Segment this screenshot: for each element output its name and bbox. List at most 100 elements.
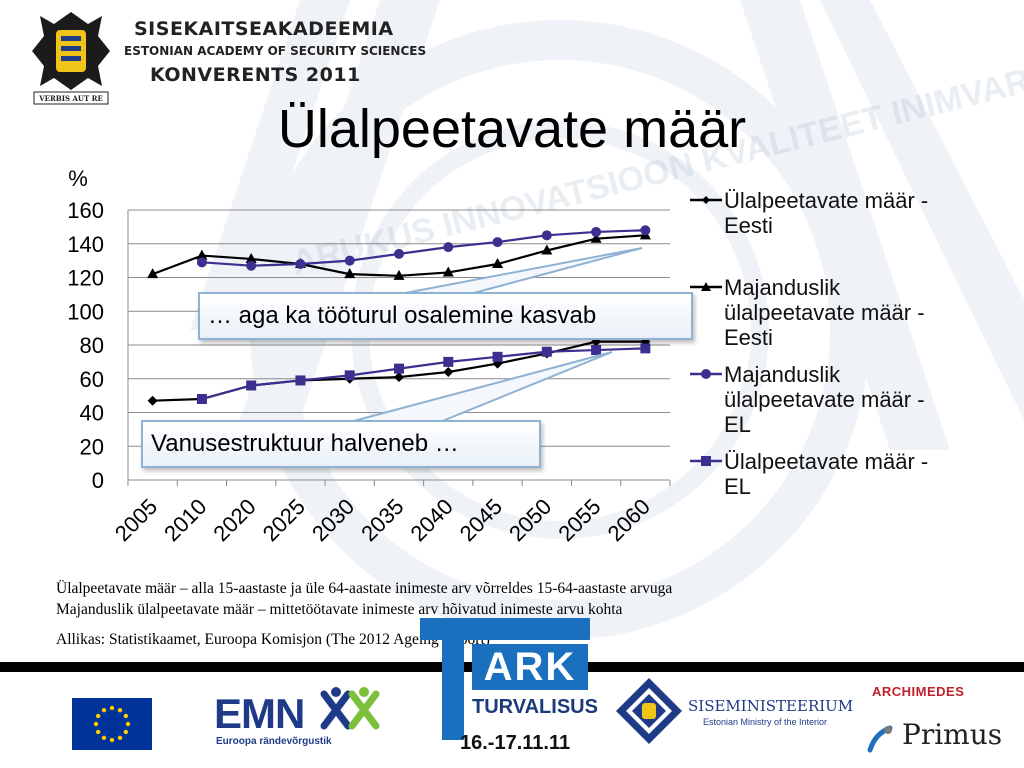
- data-point-square: [246, 380, 257, 391]
- x-tick-label: 2060: [603, 494, 655, 546]
- data-point-square: [196, 394, 207, 404]
- emn-figures-icon: [320, 687, 380, 730]
- legend-triangle-marker: [690, 282, 722, 291]
- data-point-diamond: [147, 395, 158, 406]
- y-tick-label: 60: [80, 367, 104, 392]
- eu-star: [125, 721, 131, 727]
- data-point-square: [640, 343, 651, 354]
- data-point-circle: [492, 237, 503, 248]
- y-tick-label: 80: [80, 333, 104, 358]
- eu-star: [123, 729, 129, 735]
- conference-dates: 16.-17.11.11: [460, 732, 571, 754]
- slide-title: Ülalpeetavate määr: [277, 99, 747, 159]
- legend-label: Majanduslik ülalpeetavate määr - Eesti: [724, 275, 925, 350]
- x-tick-label: 2030: [307, 494, 359, 546]
- legend-label: Majanduslik ülalpeetavate määr - EL: [724, 362, 925, 437]
- callout-age-structure: Vanusestruktuur halveneb …: [141, 420, 541, 468]
- eu-star: [95, 713, 101, 719]
- tark-turvalisus-logo: ARK TURVALISUS 16.-17.11.11: [420, 618, 598, 768]
- eu-star: [101, 735, 107, 741]
- eu-star: [123, 713, 129, 719]
- eu-star: [93, 721, 99, 727]
- data-point-circle: [196, 257, 207, 268]
- primus-wordmark: Primus: [902, 718, 1003, 751]
- legend-circle-marker: [690, 369, 722, 379]
- archimedes-wordmark: ARCHIMEDES: [872, 684, 965, 699]
- x-tick-label: 2010: [159, 494, 211, 546]
- y-tick-label: 20: [80, 434, 104, 459]
- series-3: [196, 225, 651, 271]
- academy-name-en: ESTONIAN ACADEMY OF SECURITY SCIENCES: [124, 44, 427, 58]
- academy-motto: VERBIS AUT RE: [38, 94, 103, 103]
- conference-label: KONVERENTS 2011: [150, 64, 361, 86]
- emn-subtitle: Euroopa rändevõrgustik: [216, 736, 332, 747]
- x-tick-label: 2055: [553, 494, 605, 546]
- x-tick-label: 2025: [258, 494, 310, 546]
- x-tick-label: 2035: [356, 494, 408, 546]
- data-point-triangle: [590, 232, 602, 243]
- data-point-square: [344, 370, 355, 381]
- x-tick-label: 2040: [406, 494, 458, 546]
- data-point-triangle: [245, 252, 257, 263]
- data-point-circle: [443, 242, 454, 253]
- data-point-square: [591, 345, 602, 356]
- legend-label: Ülalpeetavate määr - Eesti: [724, 188, 929, 238]
- data-point-circle: [541, 230, 552, 241]
- academy-name: SISEKAITSEAKADEEMIA: [134, 18, 394, 40]
- data-point-triangle: [196, 249, 208, 260]
- data-point-circle: [591, 226, 602, 237]
- note-dependency-definition: Ülalpeetavate määr – alla 15-aastaste ja…: [56, 580, 673, 597]
- y-axis-ticks: 0 20 40 60 80 100 120 140 160: [67, 198, 104, 493]
- x-tick-label: 2005: [110, 494, 162, 546]
- x-tick-label: 2045: [455, 494, 507, 546]
- y-tick-label: 160: [67, 198, 104, 223]
- academy-logo: VERBIS AUT RE: [32, 12, 110, 105]
- emn-logo: EMN Euroopa rändevõrgustik: [214, 687, 394, 752]
- eu-star: [101, 707, 107, 713]
- data-point-diamond: [443, 367, 454, 377]
- data-point-triangle: [147, 268, 159, 279]
- note-economic-definition: Majanduslik ülalpeetavate määr – mittetö…: [56, 601, 623, 618]
- data-point-circle: [295, 259, 306, 269]
- data-point-triangle: [344, 268, 356, 279]
- ministry-emblem-icon: [616, 678, 682, 744]
- primus-figure-icon: [867, 725, 893, 753]
- eu-star: [109, 737, 115, 743]
- archimedes-logo: ARCHIMEDES: [872, 684, 996, 704]
- tark-wordmark: ARK: [472, 644, 588, 690]
- source-note: Allikas: Statistikaamet, Euroopa Komisjo…: [56, 631, 490, 648]
- data-point-square: [295, 375, 306, 386]
- data-point-square: [394, 363, 404, 374]
- data-point-square: [492, 351, 503, 362]
- legend-label: Ülalpeetavate määr - EL: [724, 449, 929, 499]
- tark-t-bar: [420, 618, 590, 640]
- y-tick-label: 0: [92, 468, 104, 493]
- eu-star: [109, 705, 115, 711]
- emn-wordmark: EMN: [214, 690, 305, 737]
- chart-notes: Ülalpeetavate määr – alla 15-aastaste ja…: [56, 578, 672, 650]
- y-tick-label: 120: [67, 266, 104, 291]
- tark-subtitle: TURVALISUS: [472, 696, 598, 718]
- y-tick-label: 140: [67, 232, 104, 257]
- data-point-circle: [640, 225, 651, 236]
- data-point-circle: [394, 248, 404, 259]
- data-point-square: [443, 356, 454, 367]
- data-point-circle: [246, 260, 257, 271]
- eu-star: [95, 729, 101, 735]
- data-point-square: [541, 346, 552, 357]
- data-point-circle: [344, 255, 355, 266]
- ministry-name: SISEMINISTEERIUM: [688, 697, 854, 715]
- legend-square-marker: [690, 456, 722, 466]
- callout-labour-participation: … aga ka tööturul osalemine kasvab: [198, 292, 693, 340]
- x-tick-label: 2050: [504, 494, 556, 546]
- legend-diamond-marker: [690, 196, 722, 204]
- y-tick-label: 100: [67, 299, 104, 324]
- eu-star: [117, 735, 123, 741]
- tark-t-stem: [442, 640, 464, 740]
- ministry-name-en: Estonian Ministry of the Interior: [703, 717, 828, 727]
- eu-star: [117, 707, 123, 713]
- x-tick-label: 2020: [208, 494, 260, 546]
- eu-flag-icon: [72, 698, 152, 750]
- x-axis-ticks: 2005201020202025203020352040204520502055…: [110, 494, 655, 546]
- y-axis-unit: %: [68, 166, 88, 191]
